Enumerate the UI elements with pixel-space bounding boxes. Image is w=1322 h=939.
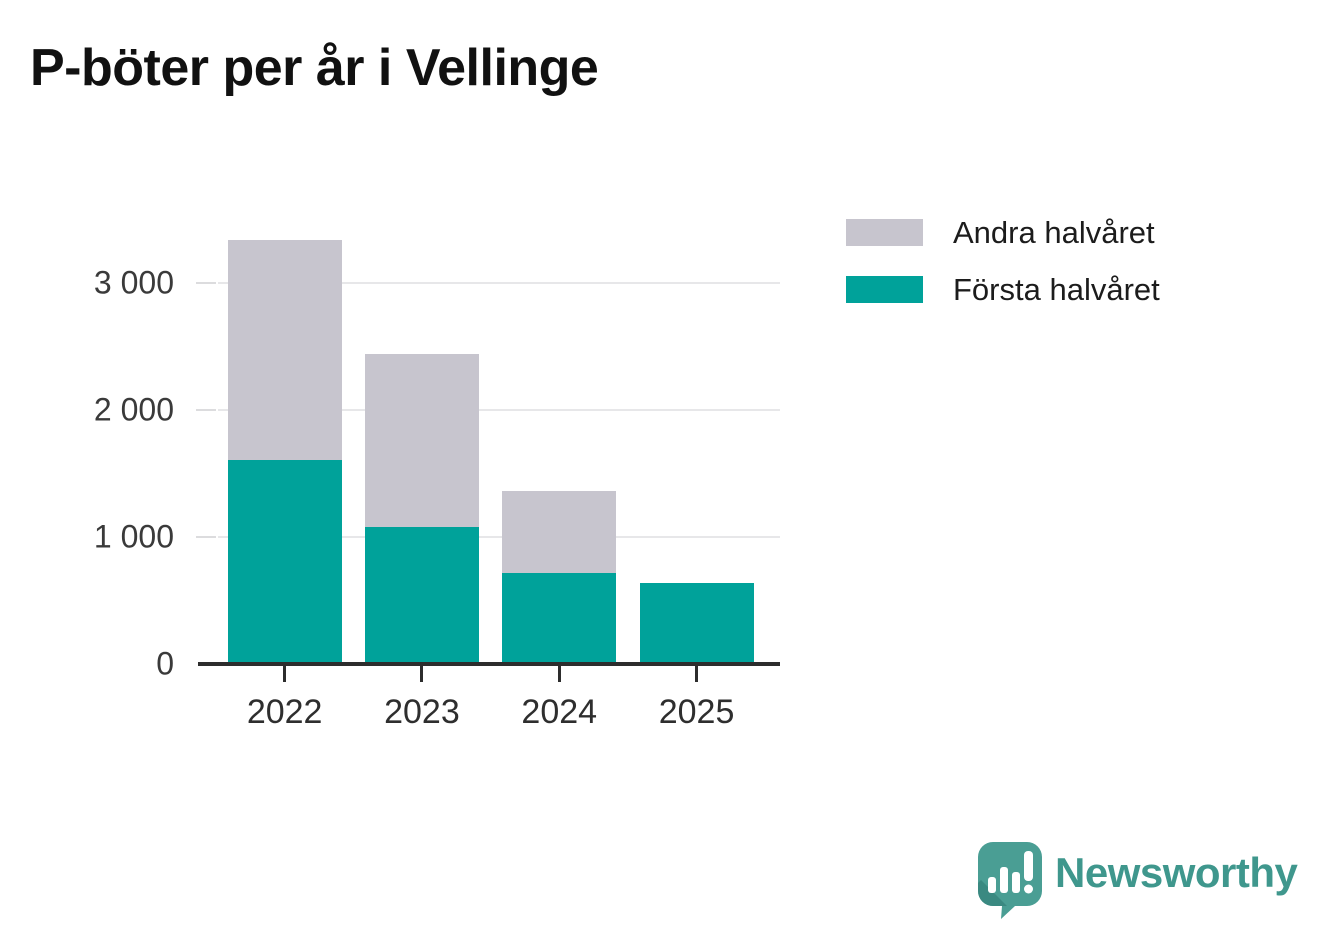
y-axis-tick — [196, 282, 216, 284]
legend-swatch-forsta-halvaret — [846, 276, 923, 303]
bar-segment — [502, 572, 617, 664]
x-axis-tick — [557, 666, 561, 682]
newsworthy-brand: Newsworthy — [977, 841, 1298, 919]
y-axis-label: 0 — [156, 645, 174, 682]
legend-swatch-andra-halvaret — [846, 219, 923, 246]
logo-bar-2 — [1000, 867, 1008, 893]
brand-name: Newsworthy — [1055, 849, 1298, 896]
x-axis-tick — [283, 666, 287, 682]
legend-label: Andra halvåret — [953, 214, 1155, 250]
x-axis-label: 2025 — [658, 693, 735, 731]
bar-segment — [639, 582, 754, 664]
bar-segment — [364, 526, 479, 664]
chart-title: P-böter per år i Vellinge — [30, 39, 599, 97]
y-axis-tick — [196, 536, 216, 538]
logo-exclamation-dot — [1024, 884, 1033, 894]
legend: Andra halvåret Första halvåret — [846, 215, 1160, 333]
x-axis-tick — [695, 666, 699, 682]
x-axis-label: 2022 — [246, 693, 323, 731]
y-axis-tick — [196, 409, 216, 411]
bar-segment — [364, 354, 479, 527]
bar-segment — [227, 459, 342, 664]
gridline — [218, 536, 780, 538]
logo-exclamation-stem — [1024, 851, 1033, 881]
x-axis-label: 2024 — [521, 693, 598, 731]
x-axis-tick — [420, 666, 424, 682]
legend-item-forsta-halvaret: Första halvåret — [846, 272, 1160, 307]
y-axis-label: 1 000 — [93, 518, 174, 555]
x-axis-line — [198, 662, 780, 666]
logo-bar-1 — [988, 877, 996, 893]
bar-segment — [227, 239, 342, 460]
newsworthy-logo-icon — [978, 842, 1042, 919]
y-axis-label: 3 000 — [93, 264, 174, 301]
y-axis-label: 2 000 — [93, 391, 174, 428]
bar-segment — [502, 491, 617, 573]
logo-bar-3 — [1012, 872, 1020, 893]
x-axis-label: 2023 — [384, 693, 460, 731]
gridline — [218, 409, 780, 411]
legend-label: Första halvåret — [953, 271, 1160, 307]
legend-item-andra-halvaret: Andra halvåret — [846, 215, 1160, 250]
gridline — [218, 282, 780, 284]
